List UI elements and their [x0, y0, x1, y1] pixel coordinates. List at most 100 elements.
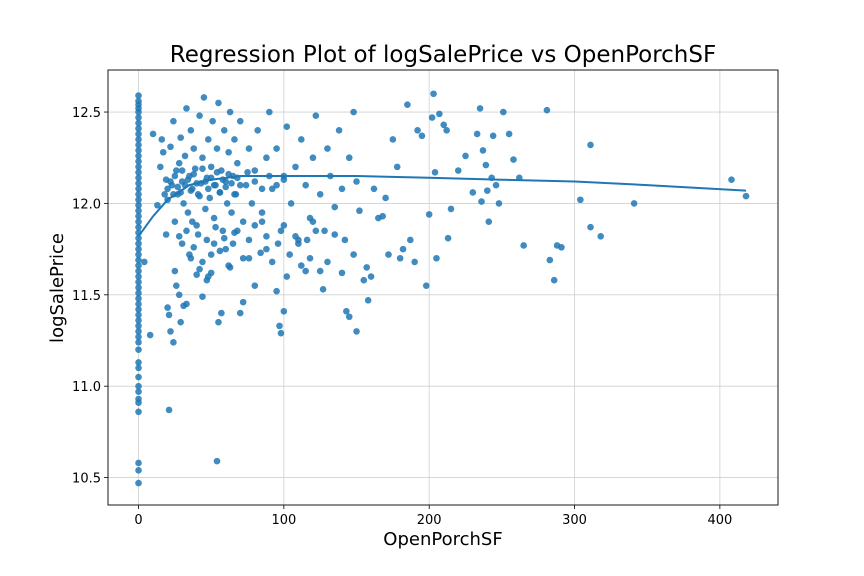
scatter-point	[210, 240, 218, 247]
scatter-point	[263, 233, 270, 240]
scatter-point	[135, 346, 142, 353]
scatter-point	[231, 190, 238, 198]
scatter-point	[161, 190, 168, 198]
scatter-point	[184, 209, 192, 216]
scatter-point	[312, 112, 320, 119]
scatter-point	[135, 251, 142, 258]
scatter-point	[181, 152, 189, 160]
scatter-point	[216, 189, 224, 196]
scatter-point	[479, 147, 487, 154]
scatter-point	[286, 251, 293, 258]
scatter-point	[335, 127, 343, 134]
scatter-point	[242, 181, 250, 189]
scatter-point	[174, 183, 182, 191]
scatter-point	[389, 136, 397, 143]
scatter-point	[135, 180, 142, 187]
scatter-point	[447, 205, 455, 213]
scatter-point	[485, 218, 493, 226]
scatter-point	[190, 170, 198, 178]
scatter-point	[292, 163, 299, 171]
scatter-point	[443, 127, 450, 134]
scatter-point	[204, 185, 212, 193]
scatter-point	[135, 300, 142, 308]
scatter-point	[431, 169, 439, 176]
scatter-point	[251, 222, 259, 229]
scatter-point	[210, 214, 218, 222]
scatter-point	[258, 209, 266, 216]
scatter-point	[350, 108, 357, 116]
scatter-point	[167, 178, 174, 185]
chart-title: Regression Plot of logSalePrice vs OpenP…	[170, 42, 716, 68]
scatter-point	[213, 457, 221, 465]
scatter-point	[473, 130, 481, 138]
scatter-point	[345, 313, 353, 321]
scatter-point	[135, 311, 142, 319]
scatter-point	[135, 339, 142, 346]
scatter-point	[135, 373, 142, 381]
scatter-point	[312, 227, 320, 235]
scatter-point	[258, 185, 266, 193]
scatter-point	[135, 212, 142, 220]
scatter-point	[478, 198, 485, 205]
scatter-point	[234, 159, 241, 167]
scatter-point	[202, 205, 209, 213]
scatter-point	[191, 165, 199, 172]
scatter-point	[331, 231, 339, 238]
scatter-point	[135, 185, 142, 193]
scatter-point	[170, 339, 177, 346]
scatter-point	[505, 130, 513, 138]
scatter-point	[263, 154, 270, 162]
scatter-point	[422, 282, 430, 289]
scatter-point	[222, 245, 230, 253]
scatter-point	[742, 192, 750, 200]
scatter-point	[171, 267, 179, 275]
scatter-point	[236, 117, 244, 125]
scatter-point	[273, 145, 280, 152]
scatter-point	[248, 200, 256, 207]
scatter-point	[482, 161, 490, 169]
scatter-point	[321, 227, 328, 235]
scatter-point	[309, 154, 317, 162]
scatter-point	[297, 262, 305, 269]
scatter-point	[316, 190, 324, 198]
scatter-point	[277, 227, 285, 235]
scatter-point	[188, 218, 196, 226]
scatter-point	[200, 94, 208, 101]
scatter-point	[550, 276, 558, 284]
scatter-point	[319, 286, 327, 293]
scatter-point	[135, 245, 142, 253]
scatter-point	[500, 108, 507, 116]
scatter-point	[597, 233, 604, 240]
scatter-point	[228, 209, 235, 216]
grid-layer	[108, 70, 778, 505]
scatter-point	[295, 240, 302, 247]
scatter-point	[135, 174, 142, 182]
scatter-point	[274, 240, 282, 247]
scatter-point	[231, 136, 238, 143]
scatter-point	[135, 141, 142, 149]
scatter-point	[283, 123, 291, 130]
scatter-point	[268, 258, 276, 266]
scatter-point	[338, 185, 346, 193]
scatter-point	[280, 222, 288, 229]
scatter-point	[207, 163, 215, 171]
scatter-point	[135, 234, 142, 242]
scatter-point	[184, 176, 192, 183]
ticks-layer: 0 100 200 300 400 10.5 11.0 11.5 12.0 12.5	[72, 106, 732, 528]
scatter-point	[157, 163, 164, 171]
scatter-point	[239, 218, 247, 226]
scatter-point	[158, 136, 166, 143]
scatter-point	[484, 187, 491, 194]
scatter-point	[425, 211, 433, 218]
scatter-point	[135, 169, 142, 176]
scatter-point	[216, 247, 224, 255]
scatter-point	[210, 181, 218, 189]
scatter-point	[244, 169, 251, 176]
scatter-point	[135, 163, 142, 171]
scatter-point	[135, 317, 142, 324]
scatter-point	[199, 154, 206, 162]
scatter-point	[159, 148, 167, 156]
scatter-point	[316, 267, 324, 275]
scatter-point	[404, 101, 411, 109]
